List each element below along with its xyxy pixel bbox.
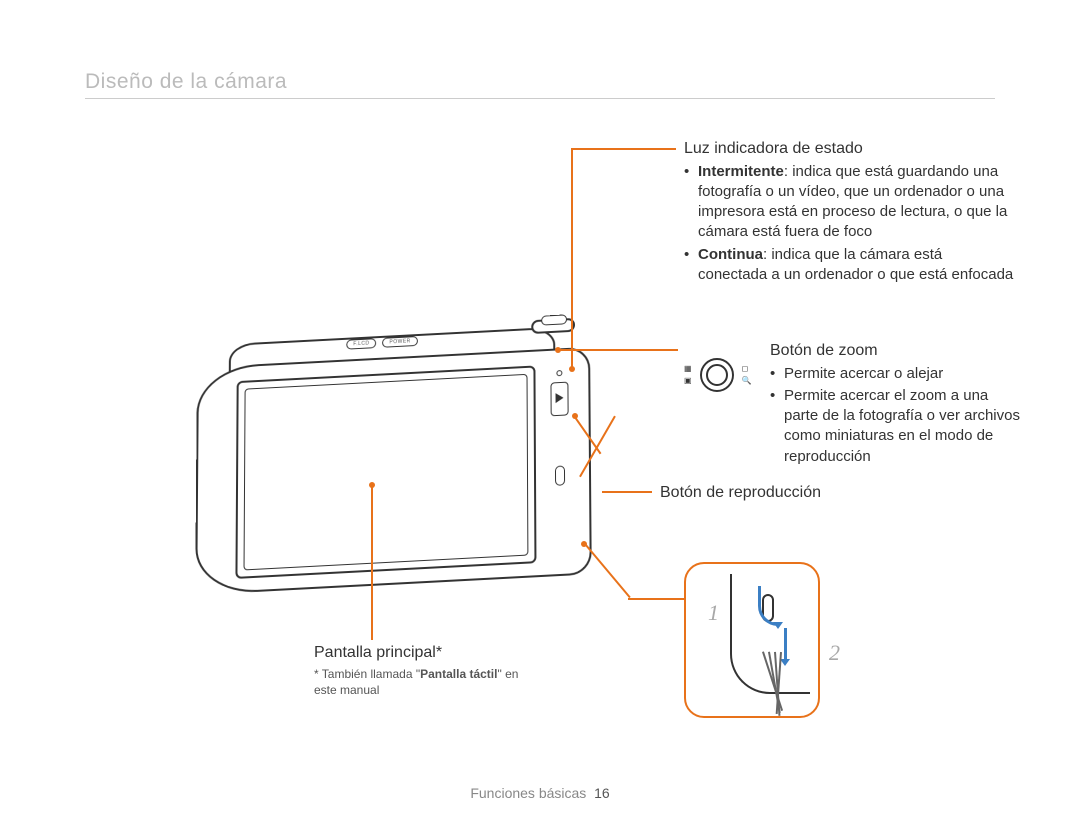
status-led-intermittent: Intermitente: indica que está guardando … [684,162,1014,243]
zoom-control-icon: ▦ ▣ ◻ 🔍 [684,358,752,392]
magnifier-glyph-icon: 🔍 [742,377,752,385]
leader-line-screen [371,485,373,640]
inset-number-1: 1 [708,600,719,626]
leader-line-led-v [571,148,573,370]
leader-line-led-h [571,148,676,150]
flcd-button-label: F.LCD [346,338,376,349]
camera-screen-inner [244,374,529,571]
shutter-top [541,314,567,325]
footer-section: Funciones básicas [470,785,586,801]
camera-illustration: F.LCD POWER [195,346,607,617]
status-led-continuous-label: Continua [698,246,763,263]
callout-status-led: Luz indicadora de estado Intermitente: i… [684,138,1014,287]
play-triangle-icon [556,393,564,403]
camera-body [195,347,592,595]
playback-title: Botón de reproducción [660,482,920,504]
page-title: Diseño de la cámara [85,70,287,94]
zoom-ring-inner-icon [706,364,728,386]
playback-button-icon [550,382,568,417]
wide-glyph-icon: ▣ [684,377,692,385]
status-led-title: Luz indicadora de estado [684,138,1014,160]
zoom-bullet-2: Permite acercar el zoom a una parte de l… [770,386,1020,467]
status-led-intermittent-label: Intermitente [698,163,784,180]
camera-screen [235,365,536,578]
title-underline [85,98,995,99]
callout-zoom: Botón de zoom Permite acercar o alejar P… [770,340,1020,469]
main-screen-note-prefix: * También llamada " [314,667,420,681]
zoom-bullet-1: Permite acercar o alejar [770,364,1020,384]
tele-glyph-icon: ◻ [742,365,752,373]
main-screen-title: Pantalla principal* [314,642,544,664]
zoom-glyphs: ▦ ▣ [684,365,692,385]
page-footer: Funciones básicas 16 [0,785,1080,801]
thumbnail-glyph-icon: ▦ [684,365,692,373]
strap-inset: 1 2 [684,562,820,718]
main-screen-note-bold: Pantalla táctil [420,667,497,681]
zoom-glyphs-right: ◻ 🔍 [742,365,752,385]
power-button-label: POWER [383,336,418,348]
main-screen-footnote: * También llamada "Pantalla táctil" en e… [314,666,544,698]
status-led-continuous: Continua: indica que la cámara está cone… [684,245,1014,286]
zoom-title: Botón de zoom [770,340,1020,362]
status-led-icon [556,370,562,376]
leader-line-zoom [558,349,678,351]
leader-line-playback-h [602,491,652,493]
inset-number-2: 2 [829,640,840,666]
camera-right-panel [540,367,579,559]
strap-hole-icon [555,465,565,486]
inset-cords [728,652,808,712]
zoom-ring-icon [700,358,734,392]
footer-page-number: 16 [594,785,610,801]
callout-main-screen: Pantalla principal* * También llamada "P… [314,642,544,698]
leader-line-strap-h [628,598,684,600]
callout-playback: Botón de reproducción [660,482,920,506]
